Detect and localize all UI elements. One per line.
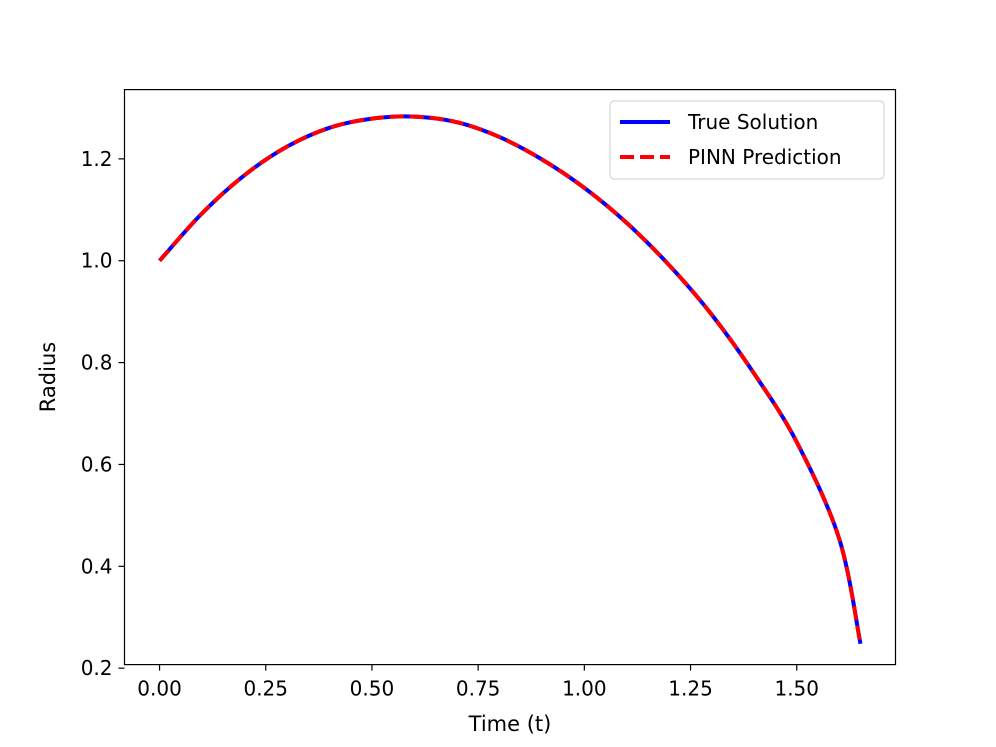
plot-frame (123, 88, 897, 666)
legend-label-true-solution: True Solution (687, 110, 818, 134)
y-tick-label: 0.2 (81, 656, 113, 680)
legend-label-pinn-prediction: PINN Prediction (688, 145, 842, 169)
x-tick-label: 0.25 (243, 677, 288, 701)
x-tick-label: 0.75 (456, 677, 501, 701)
y-axis-label: Radius (36, 342, 60, 412)
y-tick-label: 0.8 (81, 351, 113, 375)
legend: True Solution PINN Prediction (609, 100, 885, 180)
legend-box (609, 100, 885, 180)
x-axis-label: Time (t) (468, 712, 552, 736)
x-tick-label: 0.50 (350, 677, 395, 701)
series-line-pinn-prediction (158, 114, 863, 645)
y-tick-label: 1.2 (81, 147, 113, 171)
y-tick-label: 0.4 (81, 554, 113, 578)
x-tick-label: 1.25 (668, 677, 713, 701)
x-tick-label: 0.00 (137, 677, 182, 701)
x-tick-label: 1.00 (562, 677, 607, 701)
x-tick-label: 1.50 (774, 677, 819, 701)
ticks-layer: 0.00 0.25 0.50 0.75 1.00 1.25 1.50 0.2 0.4 0.6 0.8… (81, 147, 819, 701)
series-layer (158, 114, 863, 645)
y-tick-label: 1.0 (81, 249, 113, 273)
y-tick-label: 0.6 (81, 452, 113, 476)
